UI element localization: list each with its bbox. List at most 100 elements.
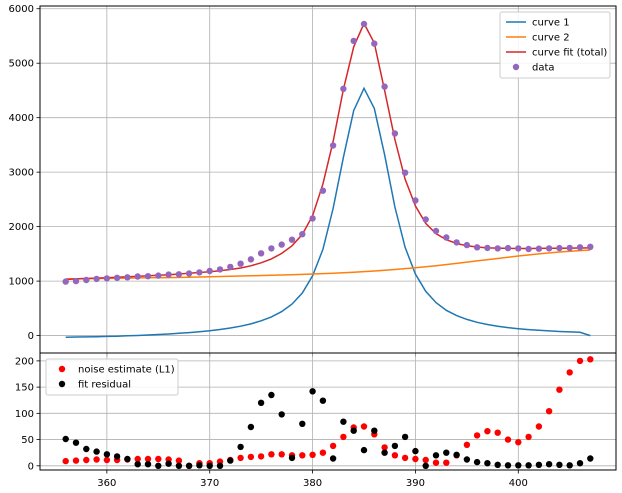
top-data-point	[124, 274, 131, 281]
bottom-fit-residual-point	[319, 397, 327, 404]
top-data-point	[453, 239, 460, 246]
top-legend-curve-1-label: curve 1	[532, 18, 570, 29]
top-panel: 0 1000 2000 3000 4000 5000 6000 curve 1 curve 2…	[9, 4, 617, 357]
bottom-fit-residual-point	[134, 461, 141, 468]
top-data-point	[556, 244, 563, 252]
bottom-noise-estimate-l1-point	[587, 356, 594, 363]
bottom-noise-estimate-l1-point	[93, 456, 100, 463]
top-data-point	[319, 187, 327, 194]
top-data-point	[185, 270, 193, 277]
bottom-ticks: 0 50 100 150 200 360 370 380 390 400	[15, 356, 528, 489]
top-data-point	[587, 243, 594, 250]
bottom-fit-residual-point	[453, 451, 460, 458]
top-data-point	[257, 250, 265, 257]
bottom-fit-residual-point	[299, 420, 306, 427]
bottom-plot-frame	[39, 352, 617, 471]
bottom-fit-residual-point	[350, 427, 357, 434]
bottom-noise-estimate-l1-point	[484, 428, 491, 435]
bottom-legend-fit-residual-swatch	[58, 380, 66, 388]
bottom-fit-residual-point	[124, 455, 131, 463]
top-data-point	[216, 266, 224, 273]
bottom-noise-estimate-l1-point	[299, 452, 306, 459]
bottom-fit-residual-point	[237, 443, 244, 451]
bottom-noise-estimate-l1-point	[504, 436, 512, 443]
bottom-noise-estimate-l1-point	[268, 451, 275, 458]
bottom-fit-residual-point	[257, 399, 265, 406]
bottom-fit-residual-point	[535, 461, 543, 468]
bottom-fit-residual-point	[422, 462, 429, 469]
top-ytick-label-4000: 4000	[9, 113, 34, 124]
bottom-noise-estimate-l1-point	[422, 456, 429, 464]
bottom-fit-residual-point	[484, 460, 491, 467]
bottom-fit-residual-point	[401, 433, 409, 441]
top-data-point	[227, 263, 234, 271]
top-data-point	[206, 267, 213, 275]
bottom-noise-estimate-l1-point	[401, 454, 409, 462]
bottom-noise-estimate-l1-point	[576, 357, 584, 365]
bottom-fit-residual-point	[432, 452, 440, 459]
bottom-xtick-label-380: 380	[303, 478, 322, 489]
bottom-fit-residual-point	[113, 453, 121, 460]
top-data-point	[371, 40, 378, 47]
top-data-point	[62, 278, 69, 285]
top-data-point	[278, 241, 285, 248]
bottom-noise-estimate-l1-point	[83, 456, 90, 464]
bottom-fit-residual-point	[268, 391, 275, 399]
bottom-noise-estimate-l1-point	[155, 455, 162, 463]
top-data-point	[566, 244, 573, 252]
top-ytick-label-2000: 2000	[9, 222, 34, 233]
bottom-noise-estimate-l1-point	[432, 459, 440, 466]
bottom-fit-residual-point	[587, 455, 594, 462]
bottom-noise-estimate-l1-point	[237, 454, 244, 462]
top-data-point	[412, 197, 419, 204]
bottom-noise-estimate-l1-point	[473, 432, 481, 439]
bottom-fit-residual-point	[93, 448, 100, 455]
top-data-point	[350, 37, 357, 45]
bottom-ytick-label-0: 0	[28, 461, 34, 472]
top-data-point	[545, 245, 553, 252]
top-ytick-label-3000: 3000	[9, 168, 34, 179]
top-data-point	[93, 275, 100, 283]
top-data-point	[525, 245, 532, 253]
bottom-noise-estimate-l1-point	[340, 433, 347, 441]
top-ytick-label-5000: 5000	[9, 59, 34, 70]
top-data-point	[401, 169, 409, 176]
top-data-point	[391, 130, 399, 137]
bottom-fit-residual-point	[515, 462, 522, 469]
top-data-point	[165, 271, 172, 278]
bottom-noise-estimate-l1-point	[494, 429, 501, 436]
top-data-point	[288, 236, 296, 243]
bottom-noise-estimate-l1-point	[257, 453, 265, 460]
top-data-point	[473, 244, 481, 251]
bottom-fit-residual-point	[391, 442, 399, 450]
bottom-legend: noise estimate (L1) fit residual	[45, 358, 179, 396]
bottom-fit-residual-point	[103, 451, 111, 458]
top-data-point	[83, 276, 90, 284]
bottom-noise-estimate-l1-point	[515, 439, 522, 446]
top-legend: curve 1 curve 2 curve fit (total) data	[499, 11, 611, 79]
bottom-fit-residual-point	[412, 447, 419, 455]
bottom-fit-residual-point	[175, 462, 183, 469]
bottom-noise-estimate-l1-point	[247, 453, 255, 461]
bottom-legend-box	[45, 358, 179, 396]
top-ytick-label-6000: 6000	[9, 4, 34, 15]
bottom-xtick-label-400: 400	[509, 478, 528, 489]
top-legend-data-label: data	[532, 63, 555, 74]
top-data-point	[576, 244, 584, 251]
bottom-noise-estimate-l1-point	[72, 457, 80, 464]
bottom-fit-residual-point	[216, 462, 224, 469]
top-data-point	[329, 142, 337, 149]
bottom-xtick-label-390: 390	[406, 478, 425, 489]
top-data-point	[535, 245, 543, 252]
bottom-noise-estimate-l1-point	[535, 423, 543, 430]
bottom-fit-residual-point	[360, 446, 368, 454]
bottom-fit-residual-point	[206, 462, 213, 469]
bottom-noise-estimate-l1-point	[134, 455, 141, 463]
top-legend-data-swatch	[512, 63, 520, 71]
bottom-fit-residual-point	[144, 461, 152, 468]
top-data-point	[72, 277, 80, 285]
top-ticks: 0 1000 2000 3000 4000 5000 6000	[9, 4, 519, 357]
top-curve-1-line	[65, 86, 591, 338]
bottom-fit-residual-point	[83, 445, 90, 453]
top-data-point	[494, 245, 501, 252]
